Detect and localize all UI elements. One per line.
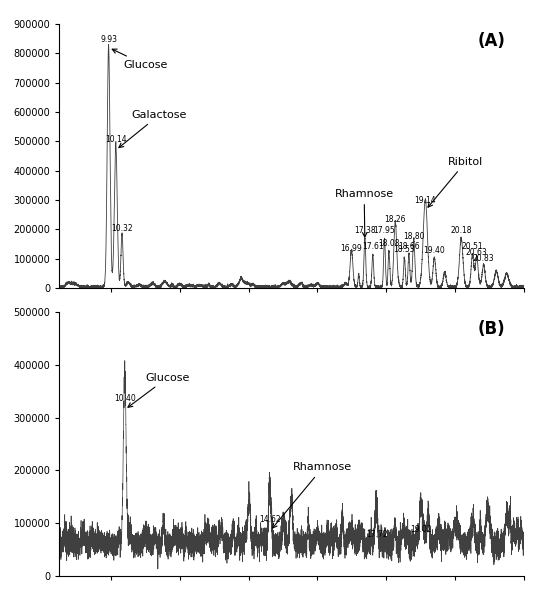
Text: 14.62: 14.62 xyxy=(259,515,281,524)
Text: 17.95: 17.95 xyxy=(374,226,395,235)
Text: 20.51: 20.51 xyxy=(462,242,483,251)
Text: Galactose: Galactose xyxy=(119,110,187,148)
Text: Rhamnose: Rhamnose xyxy=(273,463,353,528)
Text: 18.80: 18.80 xyxy=(403,232,424,241)
Text: (B): (B) xyxy=(477,320,505,338)
Text: 18.66: 18.66 xyxy=(398,242,420,251)
Text: 10.14: 10.14 xyxy=(105,134,126,143)
Text: 20.83: 20.83 xyxy=(472,254,494,263)
Text: 17.61: 17.61 xyxy=(362,242,383,251)
Text: Rhamnose: Rhamnose xyxy=(335,189,394,237)
Text: 18.26: 18.26 xyxy=(384,215,406,224)
Text: 18.53: 18.53 xyxy=(394,245,415,254)
Text: 10.32: 10.32 xyxy=(111,224,133,233)
Text: 20.18: 20.18 xyxy=(450,226,472,235)
Text: (A): (A) xyxy=(477,32,505,50)
Text: 19.40: 19.40 xyxy=(423,245,446,254)
Text: 18.08: 18.08 xyxy=(378,239,400,248)
Text: 17.72: 17.72 xyxy=(366,530,387,539)
Text: 16.99: 16.99 xyxy=(341,244,362,253)
Text: Glucose: Glucose xyxy=(112,49,167,70)
Text: Glucose: Glucose xyxy=(128,373,190,407)
Text: Ribitol: Ribitol xyxy=(428,157,483,207)
Text: 19.14: 19.14 xyxy=(415,196,436,205)
Text: 19.02: 19.02 xyxy=(410,525,432,534)
Text: 17.38: 17.38 xyxy=(354,226,376,235)
Text: 10.40: 10.40 xyxy=(114,394,136,403)
Text: 20.63: 20.63 xyxy=(466,248,488,257)
Text: 9.93: 9.93 xyxy=(100,35,117,44)
